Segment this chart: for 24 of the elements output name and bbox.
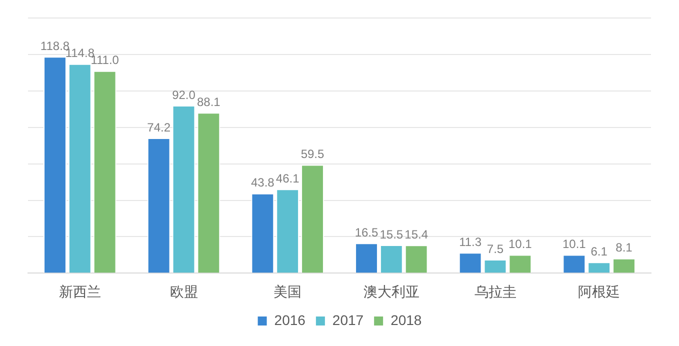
data-label: 43.8: [250, 176, 275, 190]
data-label: 15.5: [380, 227, 404, 242]
x-tick-label: 新西兰: [58, 283, 101, 300]
data-label: 59.5: [300, 147, 325, 162]
data-label: 15.4: [404, 227, 428, 242]
data-label: 6.1: [590, 244, 608, 258]
legend-label: 2018: [390, 312, 422, 328]
data-label: 8.1: [616, 240, 633, 255]
x-tick-label: 乌拉圭: [474, 283, 516, 300]
x-tick-label: 阿根廷: [578, 283, 620, 300]
data-label: 10.1: [562, 237, 586, 252]
data-label: 7.5: [486, 242, 504, 256]
data-label: 10.1: [508, 237, 532, 252]
data-label: 11.3: [459, 234, 482, 249]
data-label: 92.0: [172, 88, 196, 102]
x-tick-label: 澳大利亚: [363, 283, 420, 300]
legend-label: 2017: [332, 312, 364, 328]
data-label: 16.5: [354, 225, 378, 240]
x-tick-label: 欧盟: [170, 283, 198, 300]
x-tick-label: 美国: [274, 283, 302, 300]
data-label: 46.1: [276, 171, 300, 186]
data-label: 74.2: [147, 120, 171, 134]
legend-label: 2016: [274, 312, 306, 328]
data-label: 88.1: [196, 94, 221, 109]
